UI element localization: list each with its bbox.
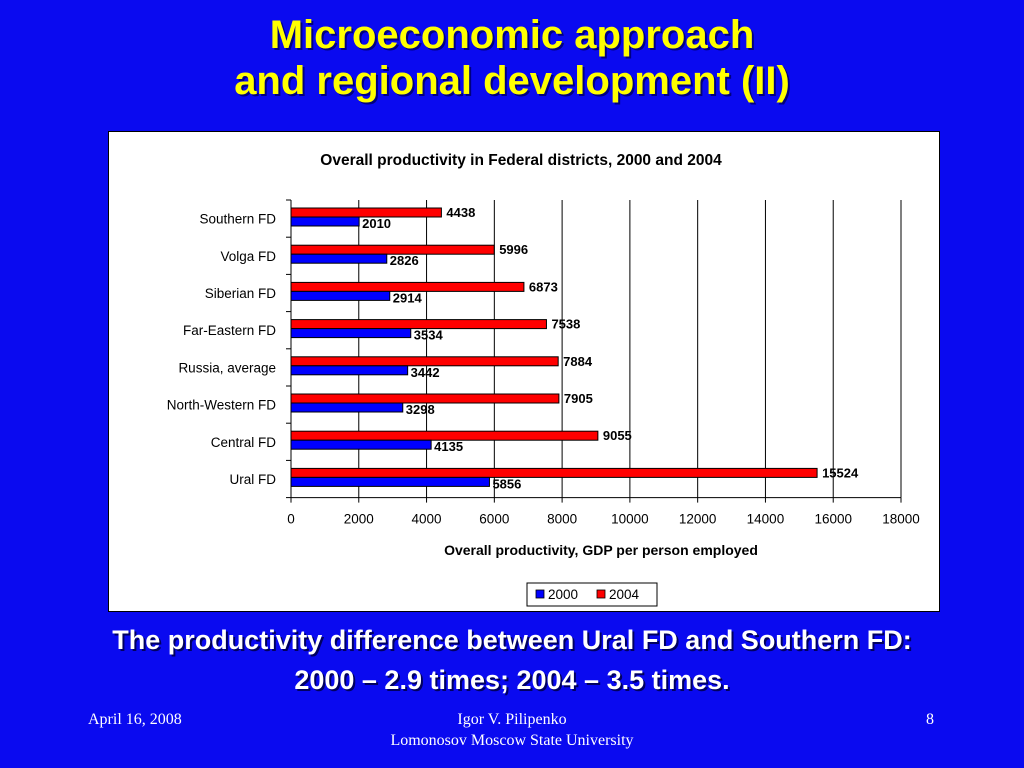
data-label-2000: 3442 [411, 365, 440, 380]
bar-2000 [290, 402, 404, 413]
legend-swatch-2000 [535, 589, 545, 599]
x-tick-label: 14000 [747, 512, 785, 527]
footer-date: April 16, 2008 [88, 711, 182, 728]
footer-institution: Lomonosov Moscow State University [390, 732, 634, 749]
data-label-2004: 9055 [603, 428, 632, 443]
legend-label-2000: 2000 [548, 587, 578, 602]
y-category-label: Siberian FD [205, 286, 277, 301]
y-category-label: Central FD [211, 435, 277, 450]
data-label-2000: 4135 [434, 439, 463, 454]
y-category-label: Volga FD [220, 249, 276, 264]
y-category-label: Ural FD [230, 472, 277, 487]
data-label-2000: 2010 [362, 216, 391, 231]
chart-bars: 4438 2010 5996 2826 6873 2914 7538 3534 7884 3442… [290, 205, 859, 491]
x-tick-label: 4000 [412, 512, 442, 527]
chart-legend: 2000 2004 [526, 582, 658, 607]
caption-line2: 2000 – 2.9 times; 2004 – 3.5 times. [294, 665, 730, 695]
data-label-2000: 3298 [406, 402, 435, 417]
data-label-2000: 2914 [393, 290, 423, 305]
footer-author: Igor V. Pilipenko [457, 711, 567, 728]
bar-2000 [290, 476, 490, 487]
footer-author-block: Igor V. Pilipenko Lomonosov Moscow State… [312, 709, 712, 751]
x-tick-label: 0 [287, 512, 295, 527]
data-label-2000: 5856 [492, 476, 521, 491]
slide-title: Microeconomic approach and regional deve… [0, 12, 1024, 104]
data-label-2004: 7884 [563, 354, 593, 369]
footer-page-number: 8 [926, 711, 934, 728]
bar-2000 [290, 290, 391, 301]
slide-title-line2: and regional development (II) [234, 59, 790, 103]
x-tick-label: 8000 [547, 512, 577, 527]
data-label-2000: 2826 [390, 253, 419, 268]
bar-2000 [290, 253, 388, 264]
bar-2000 [290, 365, 409, 376]
x-tick-label: 12000 [679, 512, 717, 527]
data-label-2004: 15524 [822, 465, 859, 480]
caption-line1: The productivity difference between Ural… [112, 625, 912, 655]
legend-label-2004: 2004 [609, 587, 640, 602]
y-category-label: Southern FD [199, 212, 276, 227]
y-category-label: North-Western FD [167, 398, 277, 413]
bar-2000 [290, 328, 412, 339]
bar-2000 [290, 216, 360, 227]
data-label-2004: 6873 [529, 279, 558, 294]
legend-frame [526, 582, 658, 607]
x-tick-label: 18000 [882, 512, 920, 527]
bar-2004 [290, 467, 818, 478]
y-category-label: Russia, average [178, 360, 276, 375]
data-label-2004: 4438 [446, 205, 475, 220]
x-tick-label: 10000 [611, 512, 649, 527]
data-label-2004: 7538 [551, 317, 580, 332]
slide-caption: The productivity difference between Ural… [0, 620, 1024, 700]
legend-swatch-2004 [596, 589, 606, 599]
y-category-label: Far-Eastern FD [183, 323, 276, 338]
data-label-2004: 5996 [499, 242, 528, 257]
bar-2000 [290, 439, 432, 450]
x-tick-label: 2000 [344, 512, 374, 527]
x-axis-label: Overall productivity, GDP per person emp… [444, 542, 758, 558]
data-label-2004: 7905 [564, 391, 593, 406]
x-tick-label: 16000 [814, 512, 852, 527]
chart-panel: Overall productivity in Federal district… [108, 131, 940, 612]
x-tick-label: 6000 [479, 512, 509, 527]
slide-title-line1: Microeconomic approach [269, 13, 755, 57]
chart-title: Overall productivity in Federal district… [320, 152, 722, 169]
data-label-2000: 3534 [414, 328, 444, 343]
chart-axes: 0 2000 4000 6000 8000 10000 12000 14000 16000 180… [167, 199, 920, 527]
productivity-bar-chart: Overall productivity in Federal district… [167, 152, 920, 607]
